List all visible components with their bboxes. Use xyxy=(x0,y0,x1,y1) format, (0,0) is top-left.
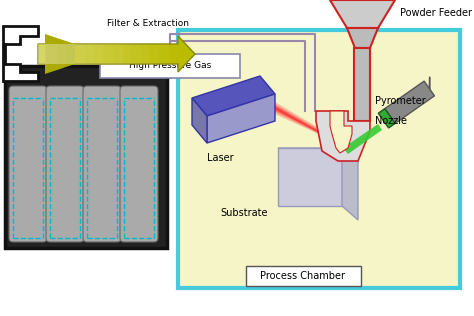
Bar xyxy=(153,44,159,64)
Bar xyxy=(75,44,85,64)
Bar xyxy=(101,44,108,64)
Bar xyxy=(66,44,75,64)
Polygon shape xyxy=(3,26,38,81)
Bar xyxy=(63,44,69,64)
Polygon shape xyxy=(192,76,275,116)
FancyBboxPatch shape xyxy=(120,86,158,242)
Bar xyxy=(88,44,95,64)
Text: Nozzle: Nozzle xyxy=(375,116,407,126)
Bar xyxy=(159,44,165,64)
Bar xyxy=(165,44,172,64)
Bar xyxy=(47,44,57,64)
Bar xyxy=(278,148,342,206)
Bar xyxy=(178,44,184,64)
Polygon shape xyxy=(342,148,358,220)
Bar xyxy=(69,44,75,64)
Polygon shape xyxy=(275,106,338,143)
Polygon shape xyxy=(316,111,370,161)
Bar xyxy=(38,44,47,64)
Polygon shape xyxy=(385,81,435,123)
Polygon shape xyxy=(275,102,338,143)
Polygon shape xyxy=(343,124,382,154)
Bar xyxy=(127,44,133,64)
Text: Powder Feeder: Powder Feeder xyxy=(400,8,472,18)
Text: Substrate: Substrate xyxy=(220,208,267,218)
Bar xyxy=(131,44,141,64)
Bar xyxy=(246,266,361,286)
Bar xyxy=(172,44,178,64)
Bar xyxy=(354,48,370,121)
FancyBboxPatch shape xyxy=(46,86,84,242)
FancyBboxPatch shape xyxy=(9,86,47,242)
Bar xyxy=(133,44,140,64)
Polygon shape xyxy=(275,105,338,143)
Bar xyxy=(94,44,103,64)
Bar xyxy=(85,44,94,64)
Bar xyxy=(75,44,82,64)
Bar xyxy=(159,44,169,64)
Bar xyxy=(5,66,167,248)
Bar xyxy=(141,44,150,64)
Bar xyxy=(113,44,122,64)
Bar xyxy=(140,44,146,64)
Text: High Pressure Gas: High Pressure Gas xyxy=(129,62,211,70)
Polygon shape xyxy=(45,34,75,74)
Bar xyxy=(56,44,63,64)
Bar xyxy=(57,44,66,64)
Bar xyxy=(82,44,88,64)
Text: Filter & Extraction: Filter & Extraction xyxy=(107,19,189,27)
Bar xyxy=(95,44,101,64)
Polygon shape xyxy=(378,109,395,128)
Bar xyxy=(169,44,178,64)
Polygon shape xyxy=(330,111,352,153)
Polygon shape xyxy=(38,36,195,72)
FancyBboxPatch shape xyxy=(83,86,121,242)
Bar xyxy=(150,44,159,64)
Polygon shape xyxy=(207,94,275,143)
Text: Process Chamber: Process Chamber xyxy=(261,271,346,281)
Polygon shape xyxy=(192,98,207,143)
Polygon shape xyxy=(278,148,358,162)
Bar xyxy=(114,44,120,64)
Bar xyxy=(103,44,113,64)
Polygon shape xyxy=(330,0,395,28)
Text: Laser: Laser xyxy=(207,153,234,163)
Bar xyxy=(122,44,131,64)
Bar xyxy=(146,44,153,64)
Text: Pyrometer: Pyrometer xyxy=(375,96,426,106)
Bar xyxy=(108,44,114,64)
Bar xyxy=(100,54,240,78)
Bar xyxy=(178,30,460,288)
Bar xyxy=(120,44,127,64)
Polygon shape xyxy=(347,28,378,48)
